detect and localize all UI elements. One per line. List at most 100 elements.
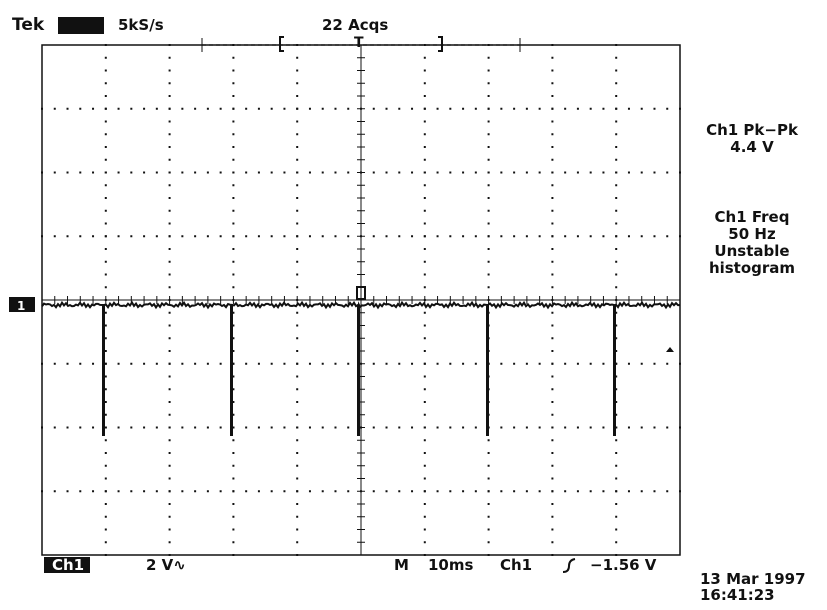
grid-dot — [168, 95, 171, 97]
grid-dot — [206, 490, 209, 493]
grid-dot — [449, 426, 452, 429]
grid-dot — [296, 95, 299, 97]
grid-dot — [589, 426, 592, 429]
measurement-note: Unstable — [714, 242, 789, 260]
grid-dot — [257, 426, 260, 429]
grid-dot — [347, 235, 350, 238]
grid-dot — [423, 248, 426, 250]
grid-dot — [321, 235, 324, 238]
grid-dot — [168, 452, 171, 454]
grid-dot — [168, 82, 171, 85]
grid-dot — [245, 107, 248, 110]
grid-dot — [640, 362, 643, 365]
grid-dot — [232, 197, 235, 199]
grid-dot — [423, 554, 426, 556]
grid-dot — [666, 362, 669, 365]
grid-dot — [232, 324, 235, 327]
grid-dot — [487, 95, 490, 97]
grid-dot — [347, 107, 350, 110]
grid-dot — [487, 209, 490, 212]
grid-dot — [615, 69, 618, 72]
grid-dot — [296, 401, 299, 403]
grid-dot — [168, 401, 171, 403]
grid-dot — [232, 133, 235, 136]
grid-dot — [372, 235, 375, 238]
grid-dot — [487, 515, 490, 518]
grid-dot — [487, 439, 490, 442]
grid-dot — [487, 56, 490, 59]
grid-dot — [79, 107, 82, 110]
grid-dot — [181, 107, 184, 110]
grid-dot — [487, 273, 490, 276]
grid-dot — [104, 82, 107, 85]
grid-dot — [398, 107, 401, 110]
grid-dot — [296, 69, 299, 72]
measurement-label: Ch1 Freq — [715, 208, 790, 226]
grid-dot — [525, 426, 528, 429]
grid-dot — [334, 171, 337, 174]
grid-dot — [143, 490, 146, 493]
grid-dot — [296, 541, 299, 544]
grid-dot — [232, 413, 235, 416]
grid-dot — [232, 158, 235, 161]
grid-dot — [296, 464, 299, 467]
grid-dot — [104, 337, 107, 340]
grid-dot — [104, 248, 107, 250]
grid-dot — [168, 426, 171, 429]
grid-dot — [653, 235, 656, 238]
grid-dot — [372, 426, 375, 429]
grid-dot — [296, 209, 299, 212]
grid-dot — [41, 107, 43, 110]
grid-dot — [423, 311, 426, 314]
grid-dot — [270, 362, 273, 365]
grid-dot — [308, 235, 311, 238]
grid-dot — [104, 515, 107, 518]
grid-dot — [232, 184, 235, 187]
grid-dot — [487, 222, 490, 225]
view-bracket — [279, 36, 443, 52]
grid-dot — [551, 477, 554, 480]
grid-dot — [551, 184, 554, 187]
grid-dot — [615, 158, 618, 161]
grid-dot — [564, 490, 567, 493]
grid-dot — [564, 235, 567, 238]
grid-dot — [104, 528, 107, 531]
grid-dot — [615, 95, 618, 97]
grid-dot — [462, 490, 465, 493]
grid-dot — [296, 82, 299, 85]
grid-dot — [551, 464, 554, 467]
grid-dot — [143, 171, 146, 174]
grid-dot — [296, 286, 299, 289]
grid-dot — [168, 133, 171, 136]
grid-dot — [296, 248, 299, 250]
grid-dot — [219, 107, 222, 110]
grid-dot — [130, 362, 133, 365]
grid-dot — [423, 541, 426, 544]
grid-dot — [308, 490, 311, 493]
grid-dot — [296, 133, 299, 136]
grid-dot — [551, 541, 554, 544]
grid-dot — [155, 362, 158, 365]
grid-dot — [551, 362, 554, 365]
grid-dot — [168, 184, 171, 187]
grid-dot — [296, 388, 299, 391]
grid-dot — [372, 107, 375, 110]
grid-dot — [219, 171, 222, 174]
grid-dot — [206, 171, 209, 174]
grid-dot — [640, 171, 643, 174]
grid-dot — [474, 490, 477, 493]
channel-box — [44, 557, 90, 573]
grid-dot — [615, 82, 618, 85]
grid-dot — [551, 260, 554, 263]
grid-dot — [538, 235, 541, 238]
grid-dot — [296, 452, 299, 454]
grid-dot — [436, 362, 439, 365]
grid-dot — [576, 426, 579, 429]
grid-dot — [500, 426, 503, 429]
grid-dot — [679, 362, 681, 365]
grid-dot — [104, 197, 107, 199]
grid-dot — [168, 248, 171, 250]
grid-dot — [513, 235, 516, 238]
grid-dot — [487, 133, 490, 136]
